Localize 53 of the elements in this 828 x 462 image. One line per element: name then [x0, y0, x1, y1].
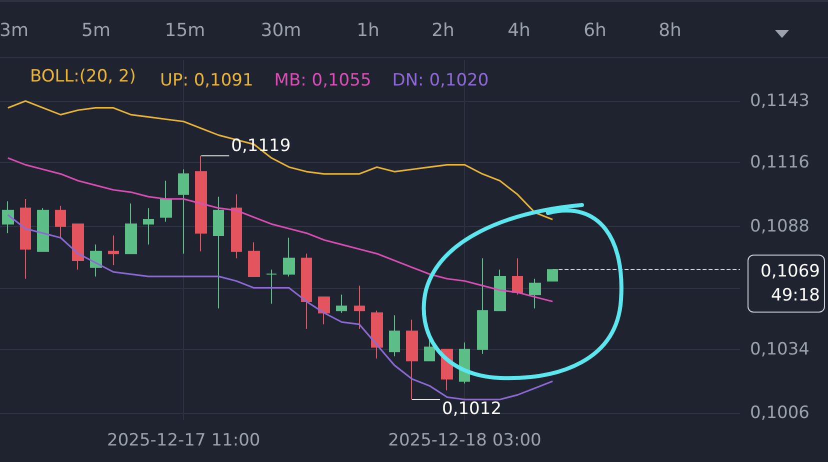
text: 6h — [584, 20, 606, 41]
candlestick — [301, 253, 312, 330]
candlestick — [336, 294, 347, 314]
text: 15m — [164, 20, 206, 41]
candlestick — [178, 168, 189, 254]
text: 3m — [0, 20, 28, 41]
y-tick-label: 0,1034 — [750, 339, 810, 360]
series-label: UP: 0,1091 — [160, 70, 254, 90]
candlestick — [494, 269, 506, 312]
candlestick — [477, 258, 488, 354]
line-series — [7, 100, 554, 220]
candlestick — [108, 234, 119, 266]
y-tick-label: 0,1116 — [750, 152, 810, 173]
text: MB: 0,1055 — [274, 70, 372, 90]
candlestick — [389, 314, 400, 357]
annotation: 0,1012 — [442, 398, 502, 419]
ref-line-label: 0,1069 49:18 — [760, 262, 820, 306]
text: 2h — [432, 20, 454, 41]
candlestick — [125, 203, 137, 254]
line-series — [7, 157, 554, 302]
candlestick — [371, 310, 383, 359]
x-tick-label: 2025-12-18 03:00 — [388, 430, 542, 450]
candlestick — [283, 237, 295, 277]
legend-title: BOLL:(20, 2) — [30, 66, 136, 86]
text: 30m — [260, 20, 302, 41]
candlestick — [266, 269, 277, 304]
candlestick — [547, 269, 558, 282]
candlestick — [37, 208, 49, 252]
candlestick — [195, 155, 207, 252]
text: DN: 0,1020 — [392, 70, 489, 90]
text: 5m — [82, 20, 110, 41]
x-tick-label: 2025-12-17 11:00 — [107, 430, 260, 450]
candlestick — [2, 200, 14, 234]
candlestick — [55, 205, 66, 238]
text: 1h — [356, 20, 380, 41]
candlestick — [160, 180, 172, 222]
candlestick — [318, 296, 330, 325]
candlestick — [248, 242, 260, 277]
candlestick — [20, 198, 31, 280]
candlestick — [512, 258, 523, 296]
candlestick — [72, 224, 84, 270]
candlestick — [143, 208, 154, 246]
y-tick-label: 0,1143 — [750, 91, 810, 112]
candlestick — [529, 278, 541, 309]
candlestick — [213, 196, 224, 309]
y-tick-label: 0,1006 — [750, 403, 810, 424]
text: 8h — [658, 20, 682, 41]
candlestick — [406, 319, 418, 400]
text: 4h — [508, 20, 530, 41]
candlestick — [231, 194, 242, 259]
candlestick — [354, 285, 365, 330]
line-series — [7, 214, 554, 400]
y-tick-label: 0,1088 — [750, 216, 810, 236]
